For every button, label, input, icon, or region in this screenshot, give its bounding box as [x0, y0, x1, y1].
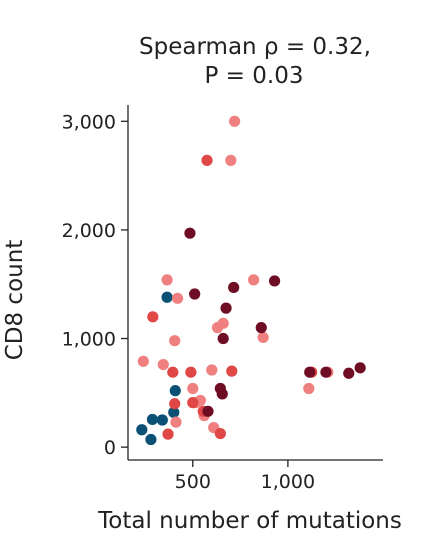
y-tick-label: 1,000	[62, 329, 116, 351]
data-point	[354, 362, 366, 374]
data-point	[185, 366, 197, 378]
x-axis-label: Total number of mutations	[97, 508, 402, 534]
data-point	[226, 365, 238, 377]
data-point	[169, 335, 181, 347]
data-point	[171, 292, 184, 304]
data-point	[303, 382, 315, 395]
data-point	[304, 366, 316, 378]
data-point	[156, 414, 168, 426]
data-point	[162, 428, 174, 440]
data-point	[229, 115, 241, 127]
y-axis-label: CD8 count	[2, 240, 28, 361]
data-point	[214, 427, 226, 440]
data-point	[257, 331, 269, 344]
data-point	[255, 322, 267, 334]
data-point	[147, 311, 159, 323]
data-point	[184, 227, 196, 239]
data-point	[343, 367, 355, 379]
data-point	[169, 398, 181, 410]
data-point	[168, 406, 180, 418]
data-point	[320, 366, 332, 378]
data-point	[201, 154, 213, 166]
axes: 0 1,000 2,000 3,000 500 1,000	[62, 105, 383, 493]
data-point	[189, 288, 201, 300]
data-points	[136, 115, 366, 446]
data-point	[167, 366, 179, 378]
data-point	[248, 274, 260, 286]
data-point	[187, 397, 199, 409]
chart-title: Spearman ρ = 0.32,	[139, 34, 371, 60]
data-point	[170, 416, 182, 428]
data-point	[157, 358, 169, 371]
data-point	[216, 388, 228, 400]
data-point	[136, 424, 148, 436]
chart-subtitle: P = 0.03	[205, 63, 304, 89]
x-tick-label: 1,000	[261, 471, 315, 493]
data-point	[220, 302, 232, 314]
data-point	[217, 332, 229, 345]
data-point	[169, 385, 181, 397]
data-point	[225, 154, 237, 166]
data-point	[161, 274, 173, 286]
data-point	[217, 317, 229, 329]
data-point	[202, 405, 214, 417]
data-point	[145, 433, 157, 446]
data-point	[146, 413, 159, 426]
y-tick-label: 3,000	[62, 111, 116, 133]
y-tick-label: 0	[104, 437, 116, 459]
data-point	[228, 281, 240, 294]
data-point	[206, 364, 218, 376]
x-tick-label: 500	[175, 471, 211, 493]
y-tick-label: 2,000	[62, 220, 116, 242]
data-point	[161, 291, 173, 303]
data-point	[268, 275, 281, 287]
data-point	[187, 382, 199, 395]
data-point	[137, 355, 149, 367]
